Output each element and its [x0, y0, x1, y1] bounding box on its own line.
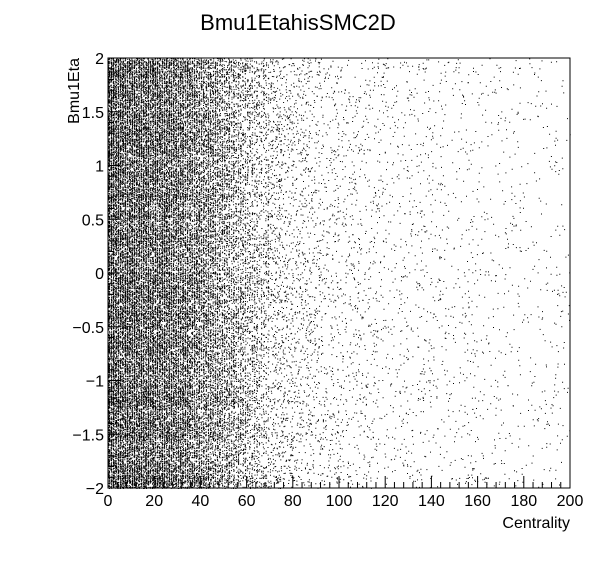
axes: 0 20 40 60 80 100 120 140 160 180 200−2−1.5−1−0.50… — [72, 51, 583, 510]
x-tick-label: 160 — [464, 493, 491, 510]
y-tick-label: 1.5 — [82, 105, 104, 122]
y-tick-label: −1.5 — [72, 427, 104, 444]
x-tick-label: 0 — [104, 493, 113, 510]
x-tick-label: 180 — [510, 493, 537, 510]
x-tick-label: 80 — [284, 493, 302, 510]
x-tick-label: 140 — [418, 493, 445, 510]
x-tick-label: 100 — [326, 493, 353, 510]
y-tick-label: −0.5 — [72, 320, 104, 337]
x-tick-label: 40 — [192, 493, 210, 510]
x-tick-label: 200 — [557, 493, 584, 510]
x-tick-label: 120 — [372, 493, 399, 510]
y-tick-label: −2 — [86, 481, 104, 498]
y-tick-label: 0 — [95, 266, 104, 283]
y-tick-label: 1 — [95, 159, 104, 176]
chart-title: Bmu1EtahisSMC2D — [200, 10, 396, 35]
x-tick-label: 20 — [145, 493, 163, 510]
x-tick-label: 60 — [238, 493, 256, 510]
y-tick-label: 2 — [95, 51, 104, 68]
y-tick-label: −1 — [86, 374, 104, 391]
x-axis-label: Centrality — [502, 515, 570, 532]
y-tick-label: 0.5 — [82, 212, 104, 229]
y-axis-label: Bmu1Eta — [66, 58, 83, 124]
